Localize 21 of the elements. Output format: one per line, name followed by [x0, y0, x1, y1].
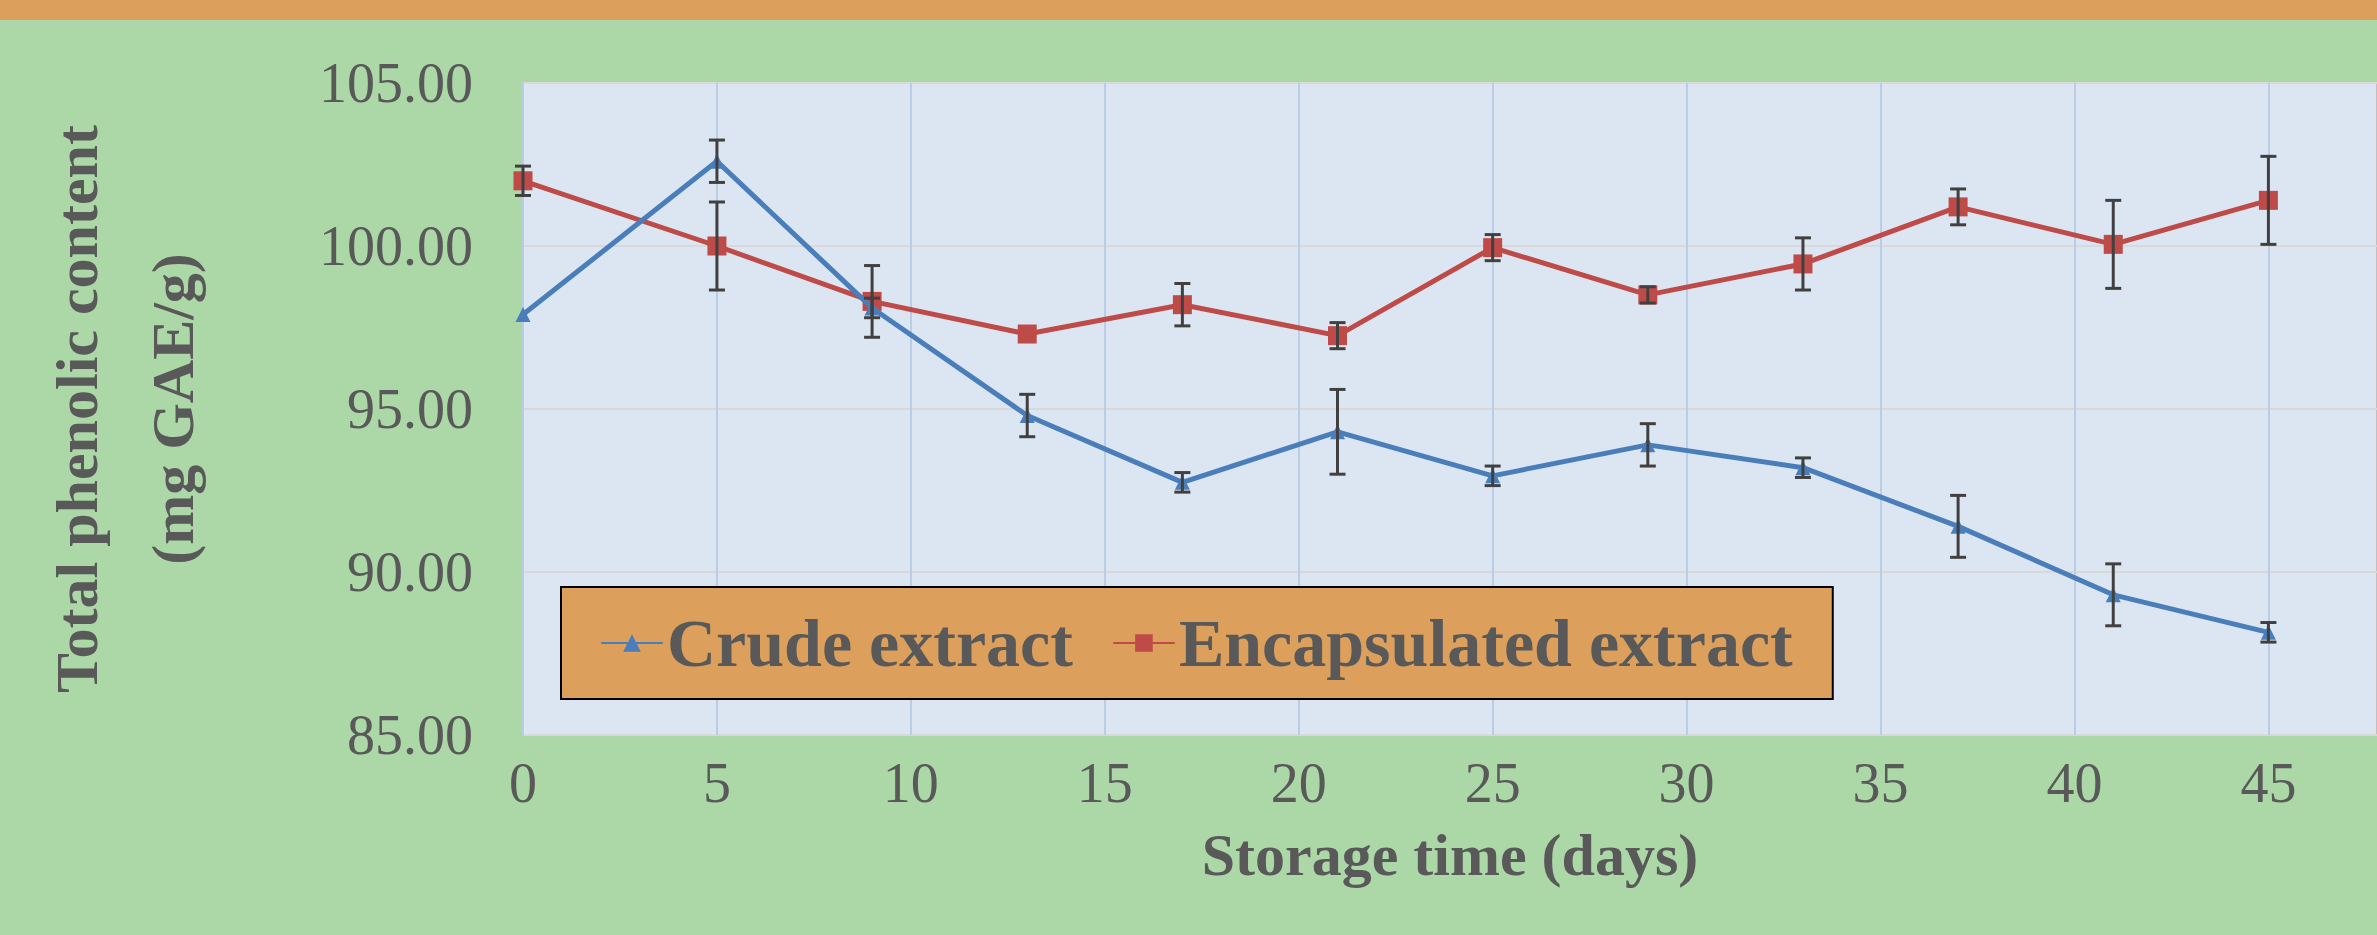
y-tick-label: 85.00 [347, 704, 473, 766]
x-tick-label: 40 [2046, 752, 2103, 814]
y-axis-title: Total phenolic content (mg GAE/g) [44, 125, 206, 693]
x-tick-label: 15 [1076, 752, 1133, 814]
x-tick-label: 30 [1658, 752, 1715, 814]
x-tick-label: 0 [509, 752, 537, 814]
x-tick-label: 20 [1270, 752, 1327, 814]
x-tick-label: 5 [702, 752, 731, 814]
y-tick-label: 90.00 [347, 541, 473, 603]
y-tick-label: 95.00 [347, 378, 473, 440]
legend-label: Encapsulated extract [1178, 605, 1794, 681]
x-tick-label: 35 [1852, 752, 1909, 814]
point [1017, 324, 1037, 344]
legend-label: Crude extract [667, 605, 1074, 681]
x-tick-label: 25 [1464, 752, 1521, 814]
y-tick-label: 100.00 [319, 215, 473, 277]
x-axis-title: Storage time (days) [1201, 822, 1699, 888]
y-tick-label: 105.00 [319, 52, 473, 114]
x-tick-label: 45 [2240, 752, 2297, 814]
x-tick-label: 10 [882, 752, 939, 814]
point [515, 306, 531, 322]
